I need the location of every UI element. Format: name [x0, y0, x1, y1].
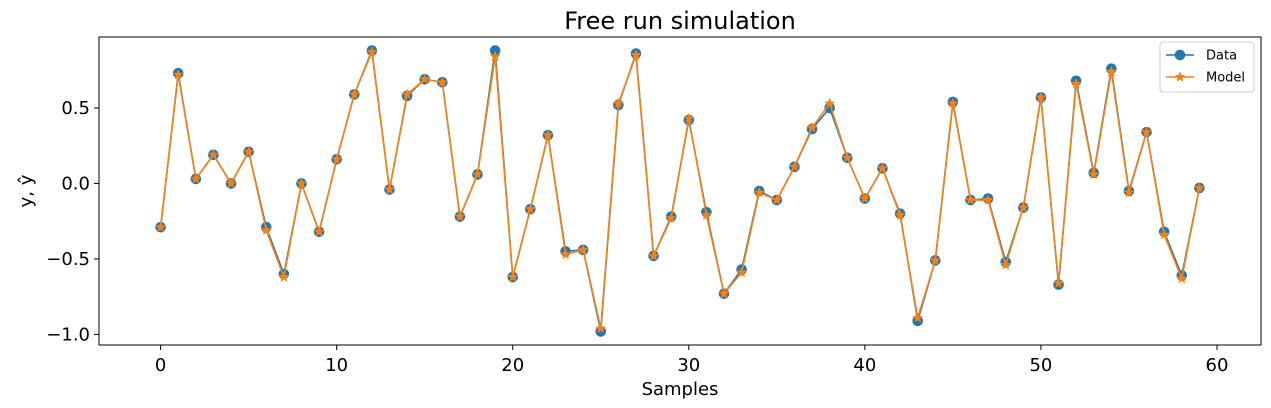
- data-point-model: [912, 311, 924, 323]
- x-axis: 0 10 20 30 40 50 60: [155, 345, 1229, 376]
- data-point-model: [260, 224, 272, 236]
- x-axis-label: Samples: [642, 379, 719, 400]
- data-point-model: [295, 177, 308, 189]
- data-point-model: [172, 68, 184, 80]
- data-point-model: [1105, 65, 1117, 77]
- data-point-model: [524, 203, 536, 214]
- x-tick-label: 10: [325, 355, 348, 376]
- data-point-model: [1140, 126, 1153, 137]
- y-axis: −1.0 −0.5 0.0 0.5: [46, 98, 99, 345]
- data-point-model: [1000, 259, 1012, 270]
- data-point-model: [577, 243, 589, 255]
- y-tick-label: 0.5: [61, 98, 90, 119]
- data-point-model: [243, 145, 255, 157]
- data-point-model: [700, 209, 713, 220]
- data-point-model: [489, 50, 501, 62]
- data-point-model: [348, 88, 360, 100]
- data-point-model: [982, 194, 994, 205]
- legend-marker: [1174, 71, 1186, 82]
- series-layer: [155, 45, 1205, 337]
- legend-item-data: Data: [1166, 49, 1237, 64]
- data-point-model: [1052, 277, 1065, 288]
- data-point-model: [471, 168, 484, 180]
- x-tick-label: 40: [853, 355, 876, 376]
- x-tick-label: 20: [501, 355, 524, 376]
- data-point-model: [1176, 272, 1188, 284]
- x-tick-label: 30: [677, 355, 700, 376]
- data-point-model: [771, 194, 783, 205]
- data-point-model: [454, 210, 466, 222]
- data-point-model: [876, 162, 889, 174]
- data-point-model: [788, 160, 801, 172]
- data-point-model: [1088, 168, 1100, 180]
- data-point-model: [929, 254, 941, 266]
- data-point-model: [401, 88, 413, 100]
- data-point-model: [507, 271, 519, 282]
- data-point-model: [841, 151, 853, 163]
- legend-marker: [1174, 49, 1186, 61]
- series-line-data: [159, 49, 1201, 333]
- data-point-model: [419, 73, 431, 85]
- y-tick-label: −0.5: [46, 249, 90, 270]
- data-point-model: [383, 183, 396, 195]
- y-axis-label: y, ŷ: [16, 174, 37, 207]
- legend-label: Model: [1206, 71, 1245, 86]
- series-line-model: [159, 51, 1201, 330]
- data-point-model: [824, 97, 836, 109]
- data-point-model: [947, 97, 959, 109]
- data-point-model: [1193, 182, 1205, 193]
- y-tick-label: −1.0: [46, 324, 90, 345]
- legend: Data Model: [1159, 41, 1255, 93]
- data-point-model: [225, 177, 237, 189]
- x-tick-label: 50: [1029, 355, 1052, 376]
- data-point-model: [753, 186, 765, 198]
- data-point-model: [683, 112, 695, 124]
- data-point-model: [1035, 91, 1047, 103]
- data-point-model: [612, 97, 624, 109]
- data-point-model: [964, 194, 977, 205]
- data-point-model: [190, 173, 202, 184]
- data-point-model: [313, 225, 325, 237]
- data-point-model: [1017, 201, 1029, 213]
- x-tick-label: 60: [1206, 355, 1229, 376]
- series-data: [155, 45, 1205, 337]
- data-point-model: [366, 46, 378, 57]
- x-tick-label: 0: [155, 355, 166, 376]
- data-point-model: [718, 287, 730, 299]
- data-point-model: [647, 250, 660, 261]
- data-point-model: [736, 266, 748, 278]
- data-point-model: [155, 221, 167, 233]
- data-point-model: [278, 271, 290, 282]
- series-model: [155, 46, 1205, 334]
- y-tick-label: 0.0: [61, 173, 90, 194]
- data-point-model: [331, 153, 343, 165]
- legend-item-model: Model: [1166, 71, 1245, 86]
- data-point-model: [894, 209, 906, 220]
- chart-title: Free run simulation: [564, 7, 796, 35]
- data-point-model: [1123, 186, 1135, 198]
- data-point-model: [559, 248, 572, 260]
- data-point-model: [1158, 228, 1170, 240]
- data-point-model: [436, 76, 448, 88]
- legend-label: Data: [1206, 49, 1237, 64]
- plot-area-frame: [98, 36, 1262, 346]
- data-point-model: [1070, 77, 1082, 89]
- data-point-model: [630, 49, 642, 60]
- data-point-model: [859, 192, 871, 204]
- data-point-model: [595, 322, 607, 334]
- data-point-model: [542, 129, 554, 140]
- data-point-model: [665, 212, 677, 223]
- data-point-model: [207, 148, 220, 160]
- data-point-model: [806, 121, 818, 133]
